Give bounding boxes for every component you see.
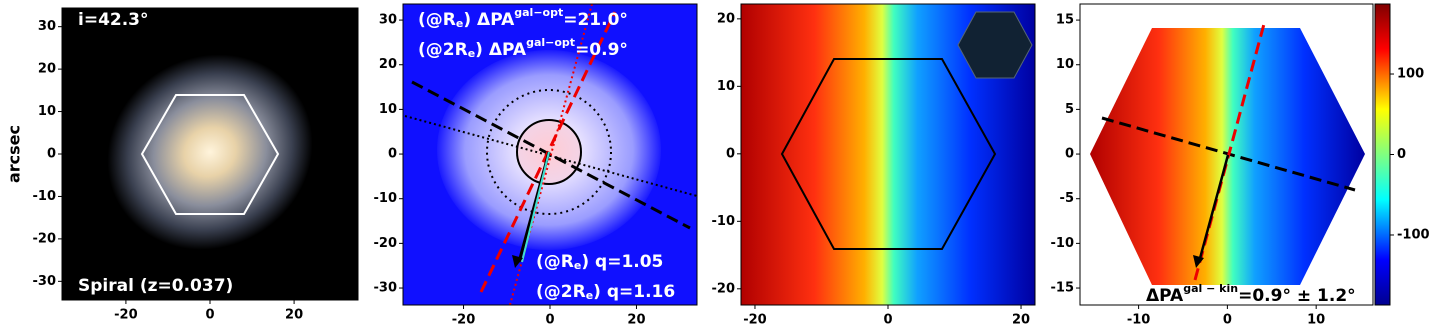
x-tick-label: -20 <box>114 308 138 323</box>
x-tick-label: 20 <box>285 308 303 323</box>
annotation: i=42.3° <box>78 10 149 30</box>
y-tick-label: -30 <box>33 274 57 289</box>
y-tick-label: 30 <box>379 13 397 28</box>
x-tick-label: 0 <box>545 313 554 328</box>
colorbar-tick-label: 100 <box>1397 67 1424 82</box>
colorbar <box>1374 3 1391 306</box>
annotation: (@Re) ΔPAgal−opt=21.0° <box>418 6 628 30</box>
y-tick-label: 10 <box>379 102 397 117</box>
y-tick-label: 0 <box>726 146 735 161</box>
x-tick-label: 10 <box>1307 313 1325 328</box>
y-tick-label: 0 <box>1065 147 1074 162</box>
annotation: (@Re) q=1.05 <box>536 252 663 272</box>
y-tick-label: -10 <box>374 191 398 206</box>
y-tick-label: 10 <box>1056 57 1074 72</box>
y-tick-label: -5 <box>1060 191 1074 206</box>
y-tick-label: -30 <box>374 281 398 296</box>
y-tick-label: -10 <box>33 189 57 204</box>
y-tick-label: -20 <box>712 281 736 296</box>
x-tick-label: 0 <box>883 313 892 328</box>
y-tick-label: -20 <box>374 236 398 251</box>
y-tick-label: 15 <box>1056 13 1074 28</box>
y-tick-label: 5 <box>1065 102 1074 117</box>
y-tick-label: 20 <box>38 62 56 77</box>
colorbar-tick-label: 0 <box>1397 147 1406 162</box>
y-tick-label: 30 <box>38 19 56 34</box>
x-tick-label: -20 <box>452 313 476 328</box>
annotation: (@2Re) q=1.16 <box>536 282 675 302</box>
y-tick-label: 0 <box>47 147 56 162</box>
annotation: ΔPAgal − kin=0.9° ± 1.2° <box>1146 282 1356 306</box>
y-tick-label: 0 <box>388 147 397 162</box>
y-tick-label: -20 <box>33 231 57 246</box>
annotation: Spiral (z=0.037) <box>78 276 233 296</box>
y-tick-label: -10 <box>1051 236 1075 251</box>
x-tick-label: 0 <box>1223 313 1232 328</box>
annotation: (@2Re) ΔPAgal−opt=0.9° <box>418 36 628 60</box>
panel-image <box>741 4 1035 305</box>
y-tick-label: 10 <box>717 79 735 94</box>
x-tick-label: 0 <box>205 308 214 323</box>
y-tick-label: 20 <box>379 57 397 72</box>
x-tick-label: -10 <box>1127 313 1151 328</box>
x-tick-label: -20 <box>743 313 767 328</box>
y-tick-label: -10 <box>712 214 736 229</box>
x-tick-label: 20 <box>627 313 645 328</box>
x-tick-label: 20 <box>1012 313 1030 328</box>
y-tick-label: 10 <box>38 104 56 119</box>
colorbar-tick-label: -100 <box>1397 227 1430 242</box>
panel-image: i=42.3° Spiral (z=0.037) <box>62 8 358 300</box>
panel-image: (@Re) ΔPAgal−opt=21.0° (@2Re) ΔPAgal−opt… <box>403 3 698 306</box>
y-tick-label: -15 <box>1051 281 1075 296</box>
panel-image: ΔPAgal − kin=0.9° ± 1.2° <box>1080 3 1391 306</box>
y-tick-label: 20 <box>717 11 735 26</box>
y-axis-label: arcsec <box>5 125 24 183</box>
